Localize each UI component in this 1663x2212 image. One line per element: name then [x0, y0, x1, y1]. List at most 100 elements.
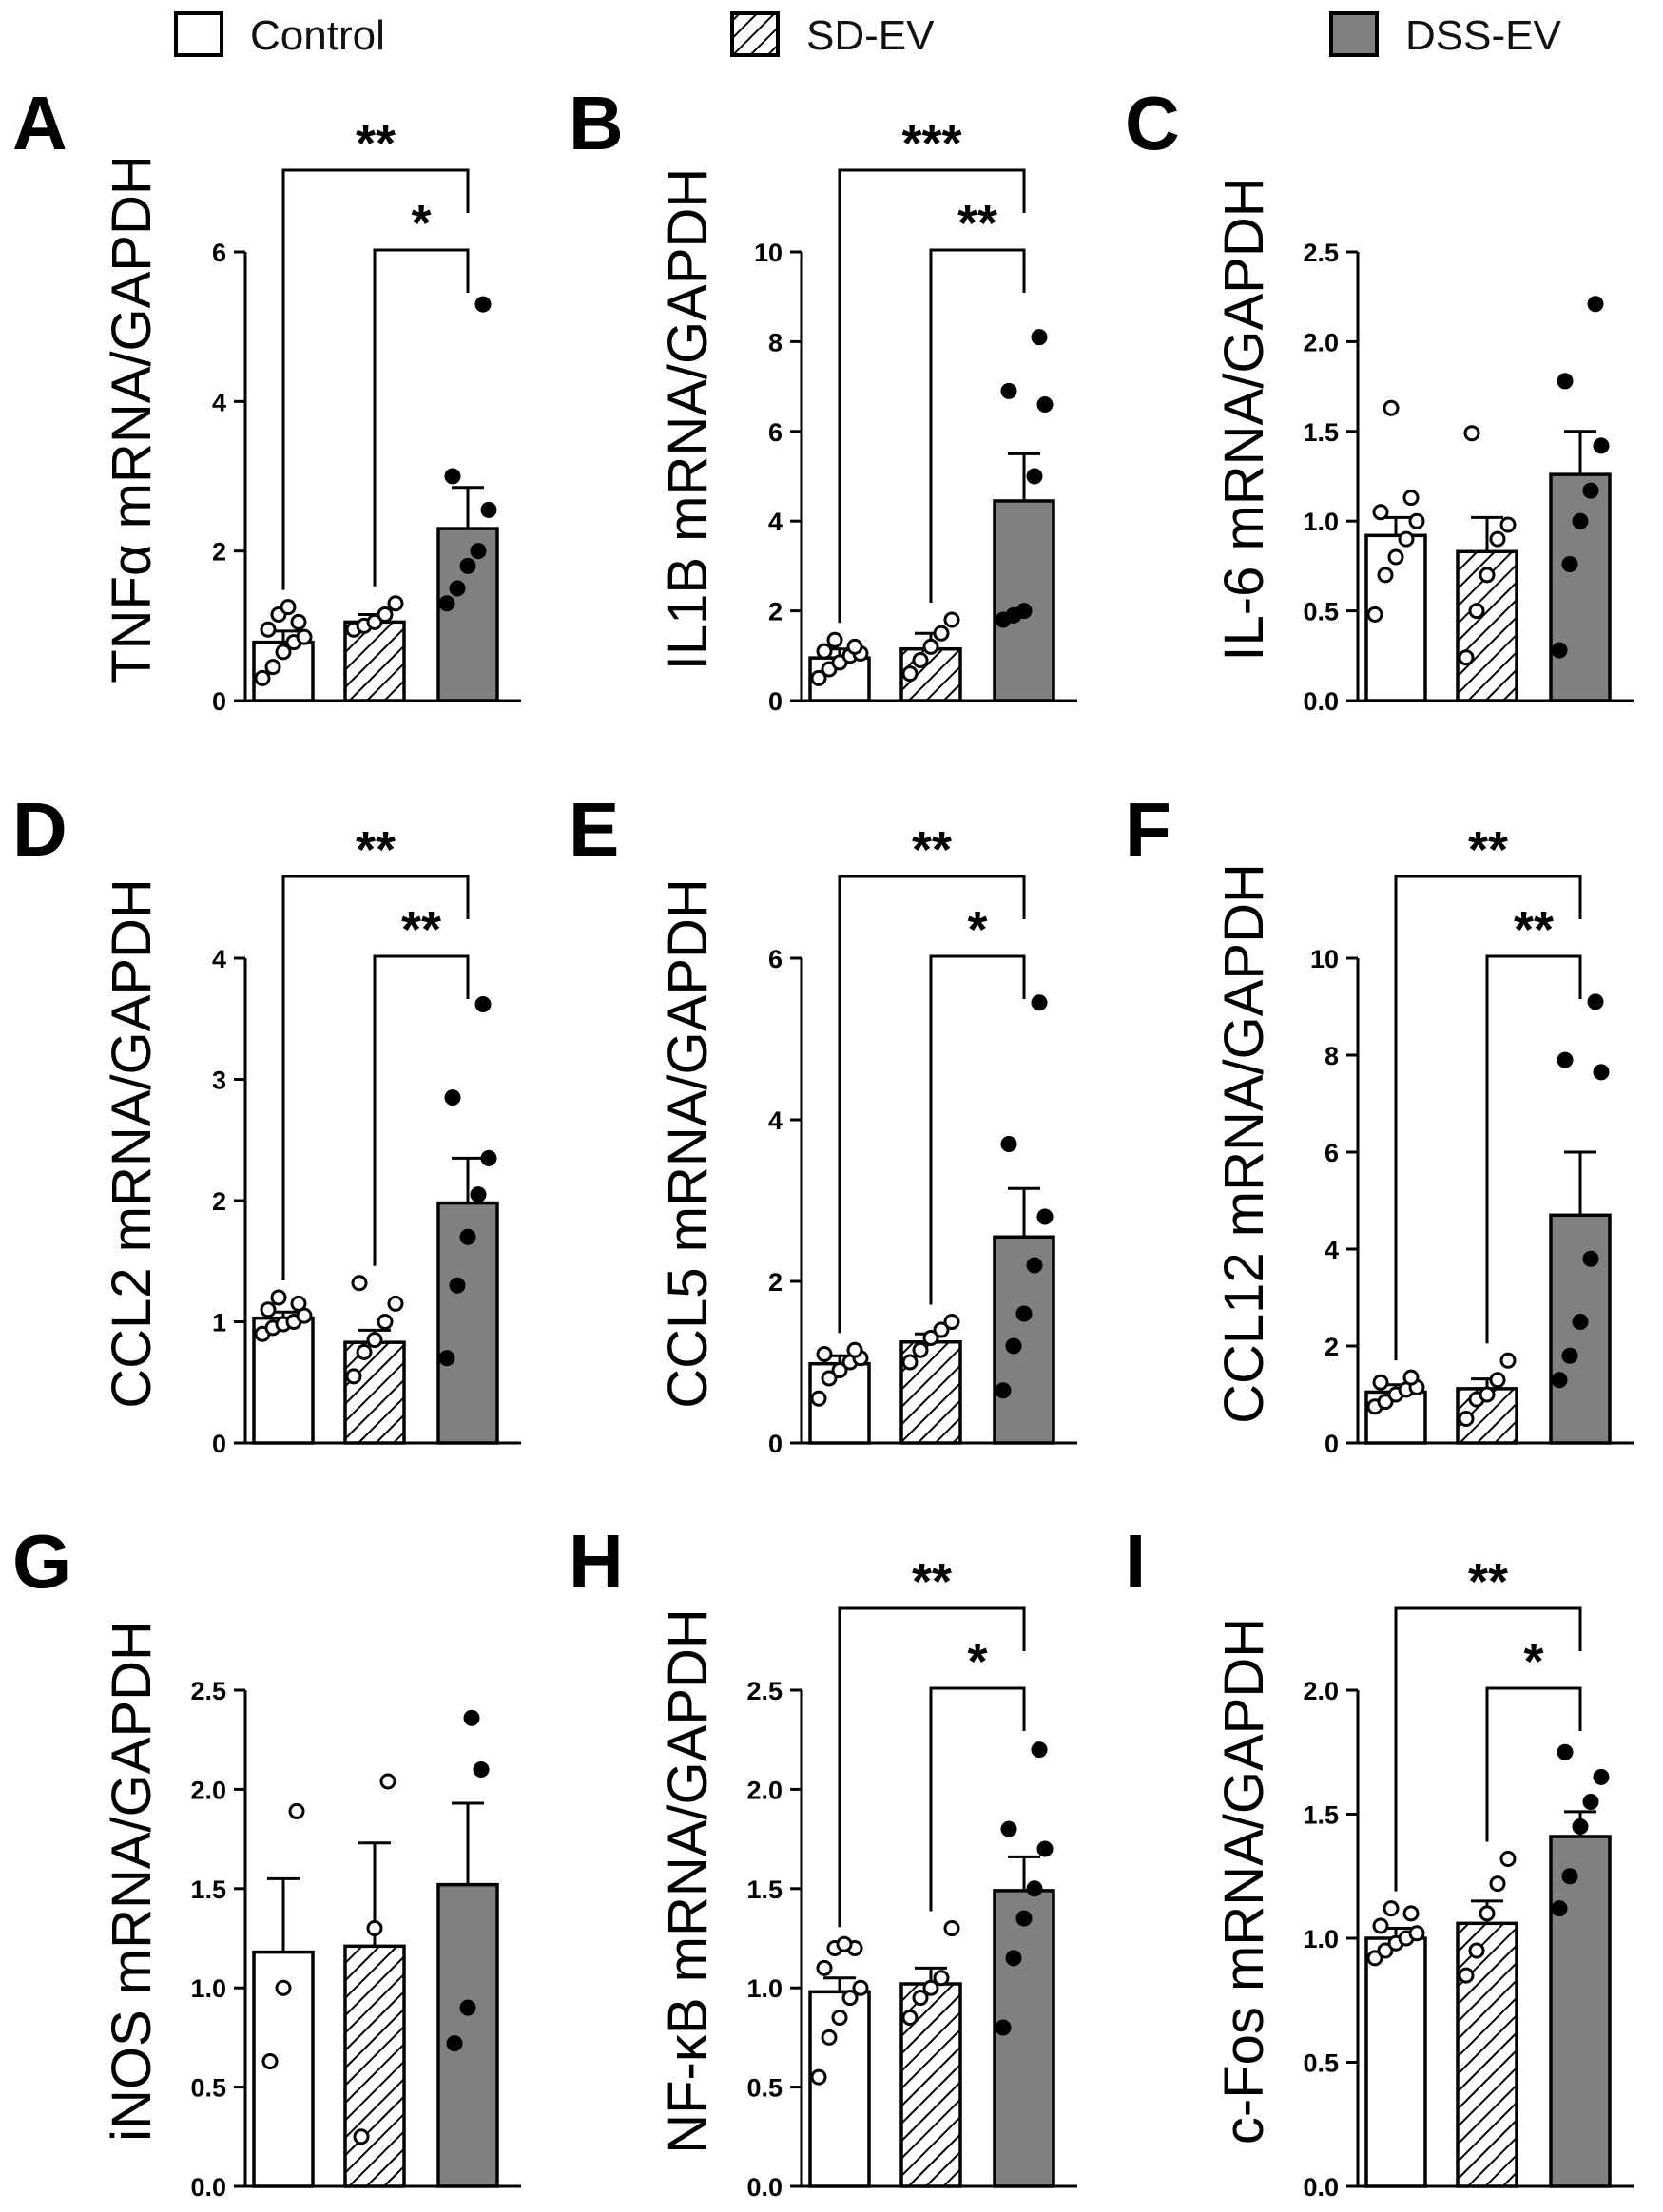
- data-point: [995, 2019, 1012, 2036]
- data-point: [474, 296, 492, 313]
- y-tick-label: 1.5: [190, 1875, 226, 1904]
- data-point: [1015, 603, 1033, 620]
- data-point: [1489, 1372, 1506, 1389]
- data-point: [1031, 329, 1048, 346]
- data-point: [1372, 1917, 1389, 1934]
- significance-label: *: [967, 1633, 987, 1690]
- data-point: [1479, 1386, 1496, 1403]
- data-point: [1036, 395, 1054, 413]
- data-point: [1398, 530, 1415, 548]
- panel-letter: F: [1125, 787, 1171, 872]
- data-point: [1387, 548, 1404, 566]
- data-point: [449, 1277, 466, 1294]
- y-tick-label: 0.0: [190, 2173, 226, 2202]
- data-point: [841, 1990, 859, 2007]
- data-point: [821, 2029, 838, 2046]
- data-point: [1026, 1257, 1043, 1274]
- legend-label-control: Control: [250, 12, 385, 59]
- data-point: [852, 1979, 869, 1996]
- data-point: [912, 1341, 929, 1358]
- data-point: [449, 580, 466, 597]
- data-point: [1479, 1905, 1496, 1922]
- data-point: [1383, 399, 1400, 416]
- data-point: [366, 613, 383, 630]
- legend-swatch-open: [174, 11, 223, 57]
- panel-letter: D: [12, 787, 68, 872]
- data-point: [473, 1761, 490, 1779]
- data-point: [1015, 1305, 1033, 1322]
- data-point: [459, 1228, 476, 1245]
- data-point: [1005, 1950, 1022, 1967]
- data-point: [846, 1341, 863, 1358]
- y-tick-label: 2: [212, 1187, 226, 1216]
- y-tick-label: 2.0: [746, 1776, 783, 1804]
- y-tick-label: 1: [212, 1309, 226, 1337]
- y-tick-label: 4: [212, 388, 226, 416]
- significance-bracket: [929, 954, 1026, 1305]
- y-axis-label: IL1B mRNA/GAPDH: [657, 168, 719, 671]
- data-point: [901, 2010, 919, 2027]
- data-point: [288, 1802, 305, 1819]
- significance-bracket: [373, 954, 470, 1266]
- data-point: [377, 1314, 394, 1330]
- data-point: [290, 1295, 307, 1312]
- data-point: [260, 1301, 277, 1318]
- bar-dss-ev: [1549, 1835, 1612, 2188]
- significance-label: *: [411, 195, 431, 252]
- data-point: [1408, 512, 1425, 529]
- data-point: [901, 665, 919, 683]
- data-point: [1408, 1925, 1425, 1942]
- data-point: [995, 1382, 1012, 1399]
- data-point: [1557, 1051, 1574, 1068]
- data-point: [1557, 1743, 1574, 1760]
- data-point: [1377, 567, 1394, 584]
- significance-bracket: [373, 248, 470, 587]
- data-point: [1377, 1394, 1394, 1411]
- significance-label: **: [356, 115, 396, 172]
- data-point: [275, 1979, 292, 1996]
- data-point: [943, 1314, 960, 1330]
- significance-bracket: [929, 248, 1026, 604]
- data-point: [290, 613, 307, 630]
- data-point: [831, 1362, 848, 1378]
- y-tick-label: 2: [768, 598, 783, 626]
- data-point: [1015, 1910, 1033, 1927]
- data-point: [846, 638, 863, 655]
- significance-bracket: [1485, 954, 1582, 1344]
- y-tick-label: 6: [768, 418, 783, 447]
- y-tick-label: 0.5: [1303, 598, 1339, 626]
- bar-sd-ev: [1456, 1921, 1518, 2188]
- data-point: [1366, 606, 1383, 623]
- significance-bracket: [838, 875, 1026, 1334]
- data-point: [810, 669, 827, 686]
- data-point: [922, 1330, 939, 1346]
- data-point: [446, 2035, 463, 2052]
- y-tick-label: 0.0: [746, 2173, 783, 2202]
- data-point: [826, 631, 843, 648]
- y-tick-label: 1.5: [746, 1875, 783, 1904]
- data-point: [933, 1970, 950, 1987]
- data-point: [1036, 1840, 1054, 1857]
- data-point: [1372, 504, 1389, 521]
- data-point: [901, 1354, 919, 1371]
- data-point: [1377, 1942, 1394, 1959]
- significance-bracket: [281, 875, 470, 1280]
- data-point: [270, 1289, 287, 1306]
- data-point: [474, 995, 492, 1012]
- y-tick-label: 4: [1325, 1236, 1339, 1264]
- y-tick-label: 6: [212, 239, 226, 267]
- significance-label: **: [1468, 1553, 1508, 1610]
- bar-sd-ev: [899, 646, 962, 702]
- data-point: [1026, 468, 1043, 485]
- data-point: [922, 1979, 939, 1996]
- data-point: [280, 599, 297, 616]
- data-point: [1499, 1352, 1517, 1369]
- bar-sd-ev: [343, 1340, 406, 1445]
- data-point: [366, 1920, 383, 1937]
- legend-label-dss-ev: DSS-EV: [1405, 12, 1561, 59]
